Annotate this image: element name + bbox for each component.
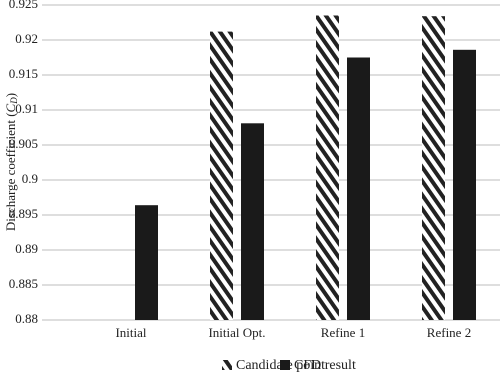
- bar: [453, 49, 476, 321]
- bar: [316, 15, 339, 320]
- y-tick-label: 0.9: [22, 171, 38, 186]
- y-tick-label: 0.88: [15, 311, 38, 326]
- y-tick-label: 0.91: [15, 101, 38, 116]
- y-label-symbol: C: [3, 103, 18, 112]
- bar: [422, 16, 445, 320]
- legend-swatch: [280, 360, 290, 370]
- y-label-subscript: D: [9, 97, 19, 105]
- y-tick-label: 0.92: [15, 31, 38, 46]
- y-tick-label: 0.915: [9, 66, 38, 81]
- y-tick-label: 0.885: [9, 276, 38, 291]
- x-tick-label: Refine 2: [427, 325, 471, 340]
- y-tick-label: 0.905: [9, 136, 38, 151]
- y-tick-label: 0.895: [9, 206, 38, 221]
- x-tick-label: Initial: [115, 325, 146, 340]
- bar: [347, 57, 370, 320]
- bar: [241, 123, 264, 320]
- y-label-text: Discharge coefficient (: [3, 112, 18, 231]
- y-tick-label: 0.925: [9, 0, 38, 11]
- legend-swatch: [222, 360, 232, 370]
- x-tick-label: Refine 1: [321, 325, 365, 340]
- x-tick-label: Initial Opt.: [208, 325, 265, 340]
- bar: [210, 31, 233, 320]
- y-label-text: ): [3, 93, 18, 97]
- legend-label: CFD result: [294, 358, 356, 373]
- y-axis-label: Discharge coefficient (CD): [3, 93, 19, 231]
- bar: [135, 205, 158, 320]
- y-tick-label: 0.89: [15, 241, 38, 256]
